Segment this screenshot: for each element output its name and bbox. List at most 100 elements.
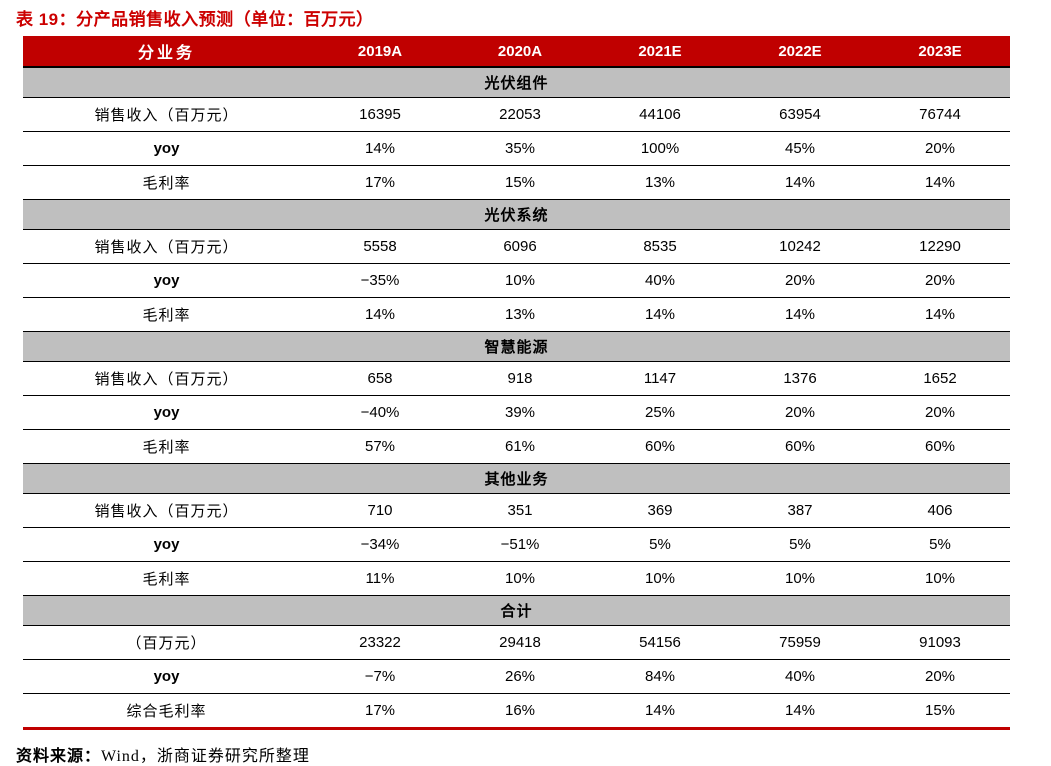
cell-value: 10% [450,263,590,298]
section-header: 智慧能源 [23,331,1010,362]
cell-value: 6096 [450,229,590,264]
cell-value: 15% [870,693,1010,730]
row-label: yoy [23,659,310,694]
section-header-row: 光伏组件 [23,66,1010,98]
cell-value: 35% [450,131,590,166]
cell-value: 60% [870,429,1010,464]
row-label: yoy [23,131,310,166]
table-header-row: 分业务 2019A 2020A 2021E 2022E 2023E [23,36,1010,68]
cell-value: 8535 [590,229,730,264]
table-row: 销售收入（百万元） 16395 22053 44106 63954 76744 [23,97,1010,132]
cell-value: 60% [730,429,870,464]
section-header: 合计 [23,595,1010,626]
revenue-forecast-table: 分业务 2019A 2020A 2021E 2022E 2023E 光伏组件 销… [23,36,1010,730]
cell-value: 39% [450,395,590,430]
row-label: 毛利率 [23,429,310,464]
cell-value: 84% [590,659,730,694]
table-row: 毛利率 11% 10% 10% 10% 10% [23,561,1010,596]
section-header-row: 光伏系统 [23,199,1010,230]
cell-value: 5558 [310,229,450,264]
cell-value: 63954 [730,97,870,132]
cell-value: −40% [310,395,450,430]
cell-value: 1147 [590,361,730,396]
cell-value: 387 [730,493,870,528]
table-row: 毛利率 17% 15% 13% 14% 14% [23,165,1010,200]
cell-value: 25% [590,395,730,430]
cell-value: 40% [590,263,730,298]
table-row: yoy −34% −51% 5% 5% 5% [23,527,1010,562]
cell-value: 10242 [730,229,870,264]
table-row: yoy −40% 39% 25% 20% 20% [23,395,1010,430]
cell-value: 13% [450,297,590,332]
section-header: 光伏系统 [23,199,1010,230]
cell-value: 5% [590,527,730,562]
row-label: yoy [23,527,310,562]
table-row: 销售收入（百万元） 658 918 1147 1376 1652 [23,361,1010,396]
cell-value: 26% [450,659,590,694]
cell-value: 17% [310,693,450,730]
cell-value: 20% [730,395,870,430]
cell-value: 351 [450,493,590,528]
cell-value: 1376 [730,361,870,396]
cell-value: 918 [450,361,590,396]
section-header-row: 合计 [23,595,1010,626]
cell-value: 14% [870,165,1010,200]
cell-value: 17% [310,165,450,200]
cell-value: 76744 [870,97,1010,132]
cell-value: 23322 [310,625,450,660]
table-row: 毛利率 57% 61% 60% 60% 60% [23,429,1010,464]
cell-value: 14% [730,165,870,200]
cell-value: 10% [450,561,590,596]
cell-value: 710 [310,493,450,528]
cell-value: 12290 [870,229,1010,264]
cell-value: 14% [730,693,870,730]
cell-value: −34% [310,527,450,562]
row-label: （百万元） [23,625,310,660]
section-header-row: 其他业务 [23,463,1010,494]
cell-value: −7% [310,659,450,694]
cell-value: 20% [730,263,870,298]
cell-value: 16% [450,693,590,730]
cell-value: 54156 [590,625,730,660]
cell-value: −35% [310,263,450,298]
cell-value: 40% [730,659,870,694]
cell-value: 15% [450,165,590,200]
cell-value: −51% [450,527,590,562]
row-label: 销售收入（百万元） [23,97,310,132]
section-header-row: 智慧能源 [23,331,1010,362]
source-note: 资料来源：Wind，浙商证券研究所整理 [16,742,1051,766]
cell-value: 29418 [450,625,590,660]
cell-value: 91093 [870,625,1010,660]
column-header-2019a: 2019A [310,36,450,68]
cell-value: 20% [870,659,1010,694]
row-label: 销售收入（百万元） [23,361,310,396]
cell-value: 14% [590,693,730,730]
row-label: 销售收入（百万元） [23,229,310,264]
cell-value: 60% [590,429,730,464]
source-text: Wind，浙商证券研究所整理 [101,748,310,765]
source-label: 资料来源： [16,748,102,765]
cell-value: 44106 [590,97,730,132]
cell-value: 13% [590,165,730,200]
cell-value: 22053 [450,97,590,132]
row-label: yoy [23,263,310,298]
row-label: 销售收入（百万元） [23,493,310,528]
cell-value: 57% [310,429,450,464]
cell-value: 14% [310,297,450,332]
cell-value: 11% [310,561,450,596]
cell-value: 10% [730,561,870,596]
cell-value: 658 [310,361,450,396]
column-header-business: 分业务 [23,36,310,68]
cell-value: 61% [450,429,590,464]
table-row: 综合毛利率 17% 16% 14% 14% 15% [23,693,1010,730]
column-header-2022e: 2022E [730,36,870,68]
table-row: 毛利率 14% 13% 14% 14% 14% [23,297,1010,332]
cell-value: 5% [870,527,1010,562]
cell-value: 369 [590,493,730,528]
row-label: 综合毛利率 [23,693,310,730]
section-header: 光伏组件 [23,66,1010,98]
table-row: 销售收入（百万元） 710 351 369 387 406 [23,493,1010,528]
cell-value: 100% [590,131,730,166]
cell-value: 5% [730,527,870,562]
table-row: 销售收入（百万元） 5558 6096 8535 10242 12290 [23,229,1010,264]
